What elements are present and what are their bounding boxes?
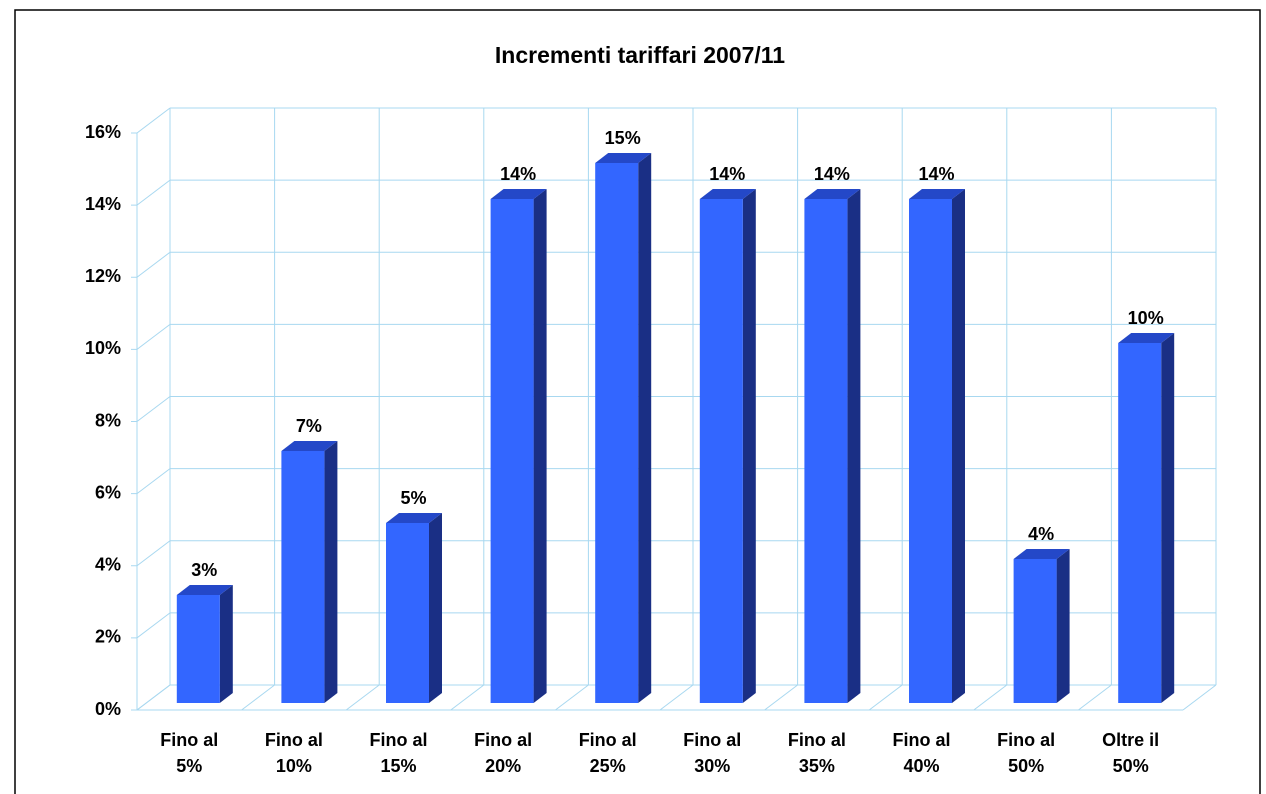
grid-line-side (136, 251, 171, 278)
bar-side (1056, 549, 1070, 703)
bar (699, 199, 743, 703)
bar-top (595, 153, 652, 163)
floor-line (555, 684, 589, 711)
value-label: 14% (814, 164, 850, 184)
bar (281, 451, 325, 703)
bar-side (638, 153, 652, 703)
y-tick-label: 10% (85, 338, 121, 358)
floor-line (868, 684, 903, 711)
value-label: 5% (400, 488, 426, 508)
bar-top (804, 189, 861, 199)
bar-side (429, 513, 442, 703)
x-tick-label: Fino al 30% (683, 730, 742, 776)
bar-side (219, 585, 233, 703)
grid-line-side (136, 540, 171, 567)
x-tick-label: Fino al 25% (578, 730, 637, 776)
bar (386, 523, 429, 703)
bar-side (847, 189, 861, 703)
grid-line-side (136, 612, 171, 639)
bar-top (909, 189, 965, 199)
floor-line (973, 684, 1008, 711)
value-label: 14% (709, 164, 745, 184)
bar (1118, 343, 1162, 703)
x-tick-label: Fino al 5% (160, 730, 219, 776)
bar (909, 199, 952, 703)
value-label: 15% (605, 128, 641, 148)
value-label: 4% (1028, 524, 1054, 544)
y-tick-label: 14% (85, 194, 121, 214)
floor-line (764, 684, 798, 711)
bar-top (176, 585, 233, 595)
y-tick-label: 12% (85, 266, 121, 286)
bar-top (699, 189, 756, 199)
bar (595, 163, 639, 703)
bar-top (1013, 549, 1070, 559)
bar-side (324, 441, 338, 703)
y-tick-label: 2% (95, 627, 121, 647)
x-tick-label: Fino al 35% (787, 730, 846, 776)
grid-line-side (136, 396, 171, 422)
chart-title: Incrementi tariffari 2007/11 (495, 42, 785, 68)
floor-line (241, 684, 275, 711)
bar-top (490, 189, 547, 199)
floor-line (1182, 684, 1217, 711)
x-tick-label: Oltre il 50% (1102, 730, 1160, 776)
bar-side (1161, 333, 1175, 703)
value-label: 7% (296, 416, 322, 436)
bar-top (386, 513, 442, 523)
y-tick-label: 6% (95, 482, 121, 502)
x-tick-label: Fino al 20% (474, 730, 533, 776)
value-label: 14% (500, 164, 536, 184)
x-tick-label: Fino al 40% (892, 730, 951, 776)
grid-line-side (136, 468, 171, 495)
grid-line-side (136, 107, 171, 134)
bar (490, 199, 534, 703)
value-label: 14% (918, 164, 954, 184)
value-label: 3% (191, 560, 217, 580)
value-label: 10% (1128, 308, 1164, 328)
bar-side (742, 189, 756, 703)
bar-top (281, 441, 338, 451)
floor-line (659, 684, 694, 711)
bar-top (1118, 333, 1175, 343)
y-tick-label: 4% (95, 555, 121, 575)
y-tick-label: 16% (85, 122, 121, 142)
bar (1013, 559, 1057, 703)
bar (804, 199, 848, 703)
grid-line-side (136, 323, 171, 350)
grid-line-side (136, 684, 171, 711)
y-tick-label: 8% (95, 410, 121, 430)
floor-line (345, 684, 380, 711)
floor-line (1078, 684, 1112, 711)
bar (176, 595, 220, 703)
x-tick-label: Fino al 10% (264, 730, 323, 776)
grid-line-side (136, 179, 171, 206)
bar-side (952, 189, 965, 703)
x-tick-label: Fino al 15% (369, 730, 428, 776)
bar-side (533, 189, 547, 703)
y-tick-label: 0% (95, 699, 121, 719)
x-tick-label: Fino al 50% (997, 730, 1056, 776)
floor-line (450, 684, 485, 711)
